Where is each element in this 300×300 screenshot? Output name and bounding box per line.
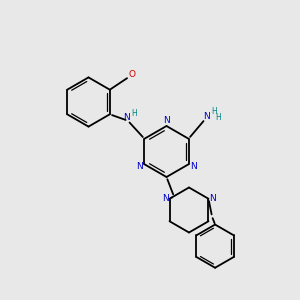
Text: N: N <box>136 162 143 171</box>
Text: N: N <box>163 116 170 125</box>
Text: H: H <box>211 107 217 116</box>
Text: O: O <box>129 70 136 79</box>
Text: N: N <box>203 112 210 121</box>
Text: N: N <box>163 194 169 203</box>
Text: H: H <box>215 113 221 122</box>
Text: H: H <box>131 109 137 118</box>
Text: N: N <box>209 194 216 203</box>
Text: N: N <box>123 113 130 122</box>
Text: N: N <box>190 163 196 172</box>
